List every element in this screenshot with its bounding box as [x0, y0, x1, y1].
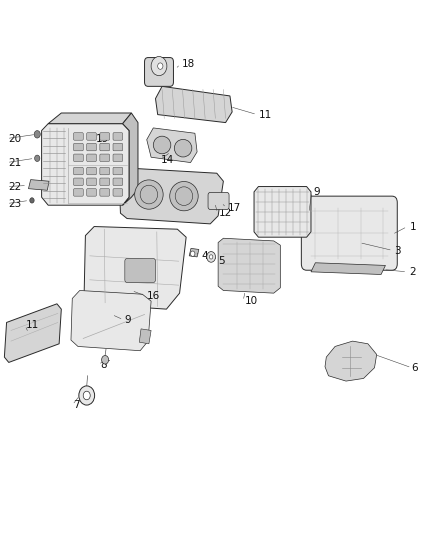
Polygon shape: [155, 86, 232, 123]
FancyBboxPatch shape: [87, 133, 96, 140]
Circle shape: [151, 56, 167, 76]
Text: 11: 11: [26, 320, 39, 330]
Text: 17: 17: [228, 203, 241, 213]
Text: 2: 2: [410, 267, 416, 277]
Polygon shape: [119, 168, 223, 224]
Polygon shape: [254, 187, 311, 237]
Text: 9: 9: [313, 187, 320, 197]
Text: 1: 1: [410, 222, 416, 231]
Polygon shape: [42, 124, 129, 205]
Circle shape: [209, 255, 213, 259]
Ellipse shape: [174, 140, 192, 157]
FancyBboxPatch shape: [100, 143, 110, 151]
Ellipse shape: [153, 136, 171, 154]
FancyBboxPatch shape: [74, 143, 83, 151]
Circle shape: [102, 356, 109, 364]
Text: 6: 6: [412, 363, 418, 373]
Text: 9: 9: [125, 315, 131, 325]
FancyBboxPatch shape: [87, 189, 96, 196]
Text: 10: 10: [244, 296, 258, 306]
Polygon shape: [71, 290, 151, 351]
Polygon shape: [325, 341, 377, 381]
FancyBboxPatch shape: [301, 196, 397, 270]
Polygon shape: [218, 238, 280, 293]
Text: 5: 5: [218, 256, 225, 266]
Text: 11: 11: [258, 110, 272, 119]
FancyBboxPatch shape: [100, 154, 110, 161]
Circle shape: [83, 391, 90, 400]
Ellipse shape: [135, 180, 163, 209]
Text: 12: 12: [219, 208, 232, 218]
Text: 21: 21: [8, 158, 21, 167]
FancyBboxPatch shape: [87, 143, 96, 151]
FancyBboxPatch shape: [113, 178, 123, 185]
FancyBboxPatch shape: [208, 192, 229, 209]
FancyBboxPatch shape: [113, 167, 123, 175]
FancyBboxPatch shape: [100, 167, 110, 175]
Circle shape: [191, 251, 195, 256]
Polygon shape: [147, 128, 197, 163]
Circle shape: [79, 386, 95, 405]
Polygon shape: [4, 304, 61, 362]
FancyBboxPatch shape: [87, 178, 96, 185]
Polygon shape: [28, 180, 49, 190]
FancyBboxPatch shape: [100, 178, 110, 185]
Text: 4: 4: [201, 251, 208, 261]
Text: 3: 3: [394, 246, 401, 255]
Text: 18: 18: [182, 59, 195, 69]
FancyBboxPatch shape: [113, 154, 123, 161]
Circle shape: [158, 63, 163, 69]
Text: 8: 8: [100, 360, 106, 370]
Ellipse shape: [175, 187, 193, 205]
Ellipse shape: [140, 185, 158, 204]
Circle shape: [30, 198, 34, 203]
Polygon shape: [48, 113, 131, 124]
Text: 14: 14: [161, 155, 174, 165]
FancyBboxPatch shape: [145, 58, 173, 86]
FancyBboxPatch shape: [74, 167, 83, 175]
FancyBboxPatch shape: [113, 189, 123, 196]
Polygon shape: [189, 248, 199, 257]
Circle shape: [34, 131, 40, 138]
Text: 19: 19: [95, 134, 109, 143]
Polygon shape: [139, 329, 151, 344]
Text: 22: 22: [8, 182, 21, 191]
Text: 23: 23: [8, 199, 21, 208]
FancyBboxPatch shape: [100, 133, 110, 140]
FancyBboxPatch shape: [113, 143, 123, 151]
Polygon shape: [311, 263, 385, 274]
Ellipse shape: [170, 181, 198, 211]
Text: 7: 7: [74, 400, 80, 410]
FancyBboxPatch shape: [74, 154, 83, 161]
FancyBboxPatch shape: [87, 167, 96, 175]
Circle shape: [35, 155, 40, 161]
Text: 20: 20: [8, 134, 21, 143]
FancyBboxPatch shape: [100, 189, 110, 196]
FancyBboxPatch shape: [74, 133, 83, 140]
Polygon shape: [84, 227, 186, 309]
FancyBboxPatch shape: [74, 178, 83, 185]
Circle shape: [207, 252, 215, 262]
Polygon shape: [123, 113, 138, 205]
FancyBboxPatch shape: [74, 189, 83, 196]
FancyBboxPatch shape: [87, 154, 96, 161]
Text: 16: 16: [147, 291, 160, 301]
FancyBboxPatch shape: [125, 259, 155, 282]
FancyBboxPatch shape: [113, 133, 123, 140]
